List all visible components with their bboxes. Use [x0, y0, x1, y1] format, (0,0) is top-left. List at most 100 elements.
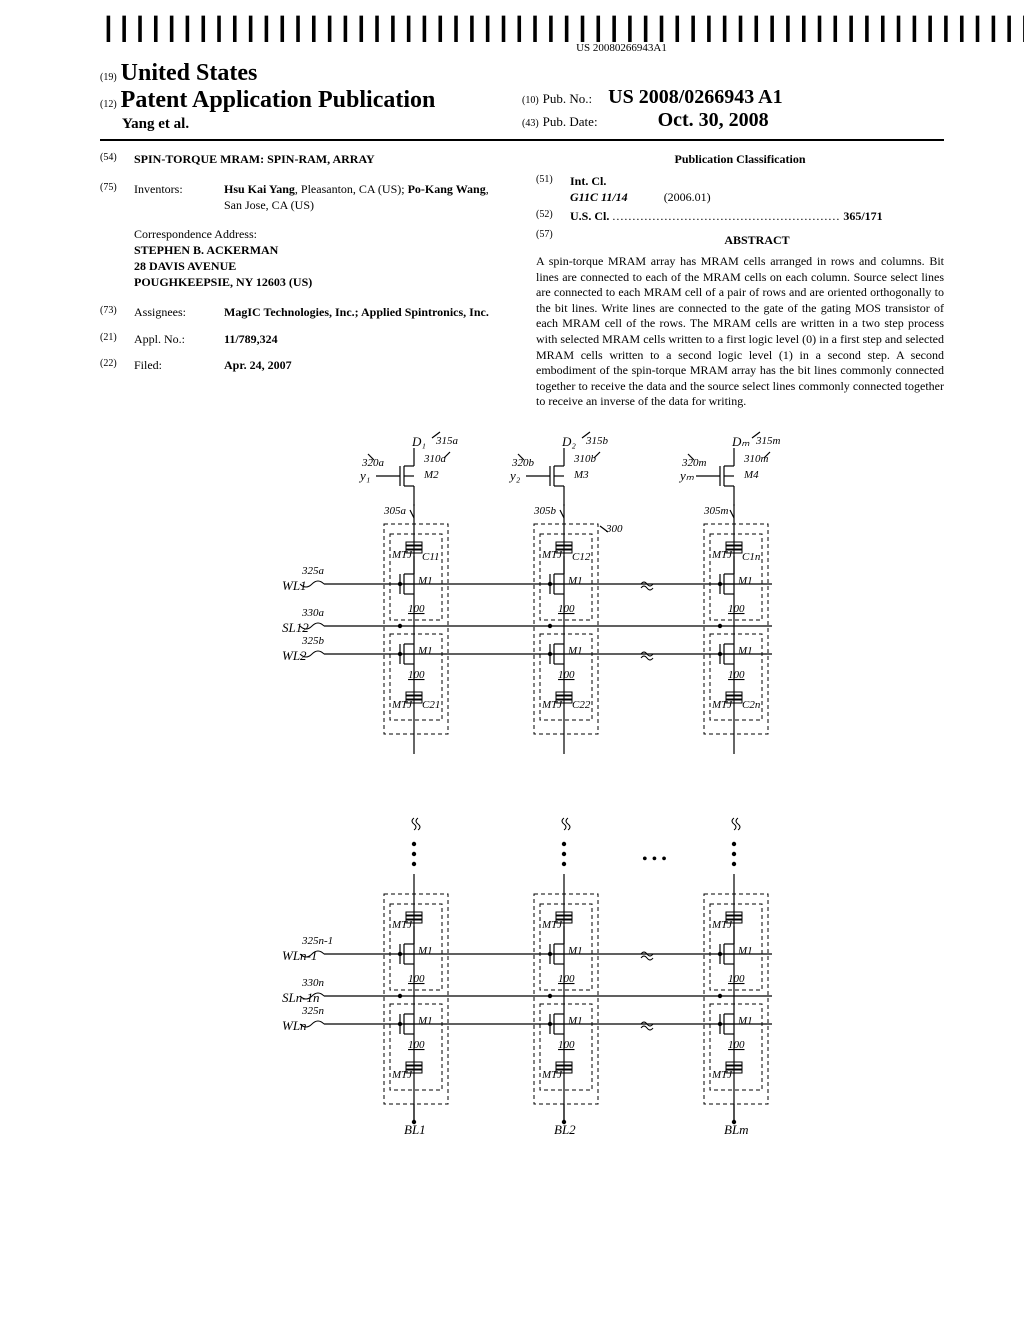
- assignees-value: MagIC Technologies, Inc.; Applied Spintr…: [224, 304, 508, 320]
- svg-text:Dₘ: Dₘ: [731, 434, 750, 449]
- svg-text:100: 100: [408, 1039, 425, 1051]
- svg-text:325b: 325b: [301, 635, 325, 647]
- svg-text:MTJ: MTJ: [541, 919, 563, 931]
- intcl-num: (51): [536, 173, 570, 205]
- appl-value: 11/789,324: [224, 331, 508, 347]
- correspondence: Correspondence Address: STEPHEN B. ACKER…: [134, 226, 508, 291]
- svg-text:C21: C21: [422, 699, 440, 711]
- svg-text:315b: 315b: [585, 435, 609, 447]
- svg-text:BL1: BL1: [404, 1122, 426, 1137]
- svg-text:MTJ: MTJ: [541, 699, 563, 711]
- intcl-code: G11C 11/14: [570, 190, 628, 204]
- svg-text:y₁: y₁: [358, 468, 370, 483]
- svg-text:C11: C11: [422, 551, 440, 563]
- figure: D₁315aD₂315bDₘ315m320ay₁M2310a320by₂M331…: [100, 428, 944, 1173]
- svg-text:305b: 305b: [533, 505, 557, 517]
- svg-text:100: 100: [558, 603, 575, 615]
- country: United States: [121, 60, 258, 86]
- left-column: (54) SPIN-TORQUE MRAM: SPIN-RAM, ARRAY (…: [100, 151, 508, 410]
- title-num: (54): [100, 151, 134, 167]
- pubno-value: US 2008/0266943 A1: [608, 86, 782, 108]
- svg-text:330n: 330n: [301, 977, 325, 989]
- pubdate-num: (43): [522, 118, 539, 129]
- svg-text:M1: M1: [737, 1015, 753, 1027]
- svg-text:MTJ: MTJ: [711, 919, 733, 931]
- svg-text:MTJ: MTJ: [391, 549, 413, 561]
- svg-text:100: 100: [728, 603, 745, 615]
- svg-text:C12: C12: [572, 551, 591, 563]
- pub-num: (12): [100, 99, 117, 110]
- publication-title: Patent Application Publication: [121, 87, 436, 113]
- uscl-num: (52): [536, 208, 570, 224]
- filed-label: Filed:: [134, 357, 224, 373]
- pubdate-value: Oct. 30, 2008: [658, 109, 769, 131]
- abstract-text: A spin-torque MRAM array has MRAM cells …: [536, 254, 944, 410]
- svg-text:325n: 325n: [301, 1005, 325, 1017]
- svg-text:305a: 305a: [383, 505, 407, 517]
- assignees-num: (73): [100, 304, 134, 320]
- barcode: ||||||||||||||||||||||||||||||||||||||||…: [100, 20, 1024, 54]
- svg-text:MTJ: MTJ: [541, 549, 563, 561]
- svg-text:300: 300: [605, 523, 623, 535]
- svg-text:M1: M1: [567, 1015, 583, 1027]
- svg-text:315m: 315m: [755, 435, 781, 447]
- svg-text:SL12: SL12: [282, 620, 309, 635]
- pubdate-label: Pub. Date:: [543, 114, 598, 129]
- svg-text:100: 100: [728, 1039, 745, 1051]
- svg-text:315a: 315a: [435, 435, 459, 447]
- svg-text:310a: 310a: [423, 453, 447, 465]
- classification-title: Publication Classification: [536, 151, 944, 167]
- svg-text:100: 100: [558, 973, 575, 985]
- corr-line3: POUGHKEEPSIE, NY 12603 (US): [134, 274, 508, 290]
- svg-text:C1n: C1n: [742, 551, 761, 563]
- svg-text:M2: M2: [423, 469, 439, 481]
- corr-line2: 28 DAVIS AVENUE: [134, 258, 508, 274]
- svg-text:D₂: D₂: [561, 434, 576, 449]
- circuit-diagram: D₁315aD₂315bDₘ315m320ay₁M2310a320by₂M331…: [212, 428, 832, 1168]
- inventors-value: Hsu Kai Yang, Pleasanton, CA (US); Po-Ka…: [224, 181, 508, 213]
- barcode-bars: ||||||||||||||||||||||||||||||||||||||||…: [100, 20, 1024, 40]
- country-num: (19): [100, 72, 117, 83]
- uscl-value: 365/171: [843, 209, 882, 223]
- svg-text:M1: M1: [567, 575, 583, 587]
- svg-text:M1: M1: [567, 645, 583, 657]
- corr-label: Correspondence Address:: [134, 226, 508, 242]
- svg-text:WLn: WLn: [282, 1018, 307, 1033]
- svg-text:C22: C22: [572, 699, 591, 711]
- svg-text:WL2: WL2: [282, 648, 307, 663]
- abstract-title: ABSTRACT: [570, 232, 944, 248]
- divider: [100, 139, 944, 141]
- svg-text:M1: M1: [737, 645, 753, 657]
- svg-text:M1: M1: [417, 1015, 433, 1027]
- svg-text:• • •: • • •: [642, 851, 667, 868]
- svg-text:M1: M1: [737, 945, 753, 957]
- authors: Yang et al.: [122, 116, 522, 133]
- svg-text:MTJ: MTJ: [391, 919, 413, 931]
- svg-text:WL1: WL1: [282, 578, 307, 593]
- uscl-label: U.S. Cl.: [570, 209, 609, 223]
- svg-text:MTJ: MTJ: [711, 699, 733, 711]
- filed-num: (22): [100, 357, 134, 373]
- svg-text:yₘ: yₘ: [678, 468, 695, 483]
- inventors-num: (75): [100, 181, 134, 213]
- svg-text:325n-1: 325n-1: [301, 935, 333, 947]
- intcl-label: Int. Cl.: [570, 174, 606, 188]
- corr-line1: STEPHEN B. ACKERMAN: [134, 242, 508, 258]
- svg-text:BL2: BL2: [554, 1122, 576, 1137]
- appl-num: (21): [100, 331, 134, 347]
- svg-text:100: 100: [408, 669, 425, 681]
- abstract-num: (57): [536, 228, 570, 252]
- barcode-section: ||||||||||||||||||||||||||||||||||||||||…: [100, 20, 944, 56]
- pubno-label: Pub. No.:: [543, 91, 592, 106]
- svg-text:D₁: D₁: [411, 434, 426, 449]
- right-column: Publication Classification (51) Int. Cl.…: [536, 151, 944, 410]
- svg-text:BLm: BLm: [724, 1122, 749, 1137]
- svg-text:310m: 310m: [743, 453, 769, 465]
- svg-text:M1: M1: [417, 645, 433, 657]
- inventors-label: Inventors:: [134, 181, 224, 213]
- assignees-label: Assignees:: [134, 304, 224, 320]
- svg-text:305m: 305m: [703, 505, 729, 517]
- svg-text:M1: M1: [417, 575, 433, 587]
- svg-text:y₂: y₂: [508, 468, 521, 483]
- svg-text:M1: M1: [737, 575, 753, 587]
